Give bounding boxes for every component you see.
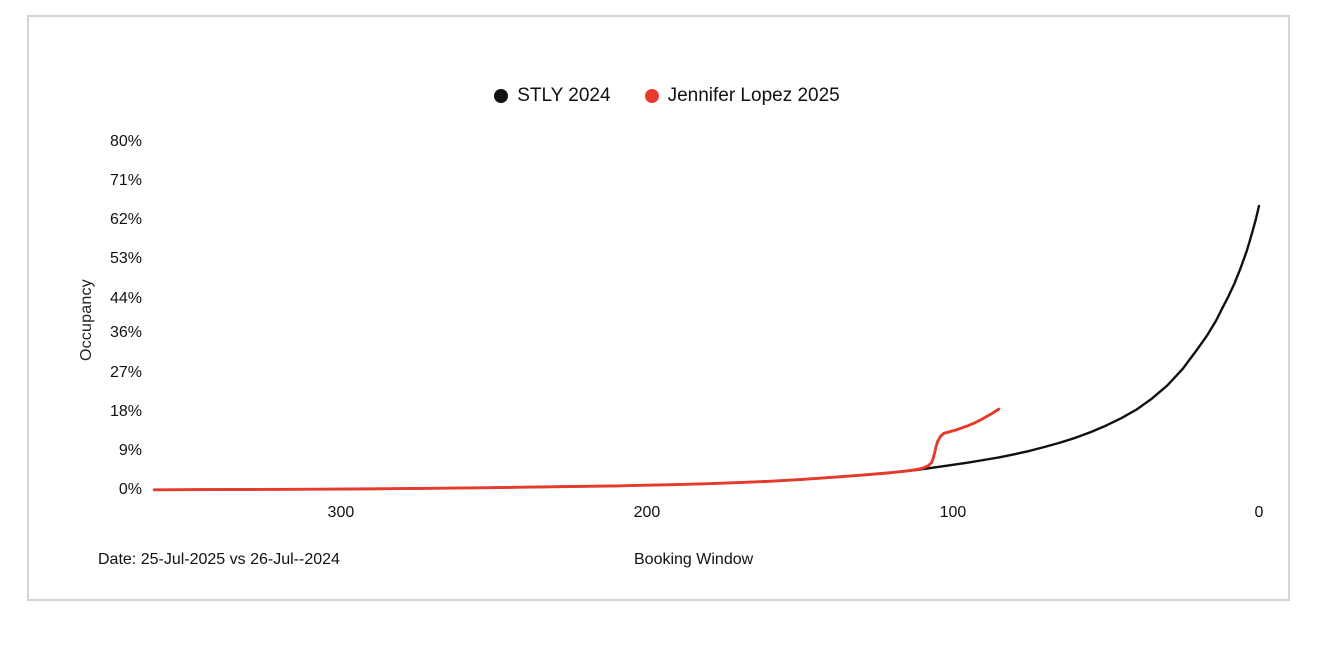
y-tick-label: 71% [109,172,142,190]
y-tick-label: 36% [109,324,142,342]
y-tick-label: 0% [118,481,142,498]
date-annotation: Date: 25-Jul-2025 vs 26-Jul--2024 [98,551,340,568]
legend-item-jennifer-lopez-2025[interactable]: Jennifer Lopez 2025 [644,85,840,107]
legend-item-stly-2024[interactable]: STLY 2024 [494,85,611,107]
x-axis-title: Booking Window [634,551,754,568]
y-tick-label: 27% [109,363,142,381]
legend-label-stly: STLY 2024 [517,85,611,106]
legend-marker-jennifer-icon [644,89,659,103]
legend-label-jennifer: Jennifer Lopez 2025 [667,85,840,106]
legend: STLY 2024 Jennifer Lopez 2025 [0,85,1334,107]
y-axis-ticks: 0% 9% 18% 27% 36% 44% 53% 62% 71% 80% [80,0,142,650]
y-tick-label: 44% [109,289,142,307]
x-tick-label: 300 [327,504,355,521]
y-tick-label: 9% [118,441,142,459]
x-tick-label: 200 [633,504,661,521]
legend-marker-stly-icon [494,89,509,103]
x-tick-label: 100 [939,504,967,521]
y-tick-label: 53% [109,250,142,268]
y-tick-label: 80% [109,133,142,150]
y-tick-label: 62% [109,211,142,229]
y-tick-label: 18% [109,402,142,420]
x-tick-label: 0 [1254,504,1264,521]
